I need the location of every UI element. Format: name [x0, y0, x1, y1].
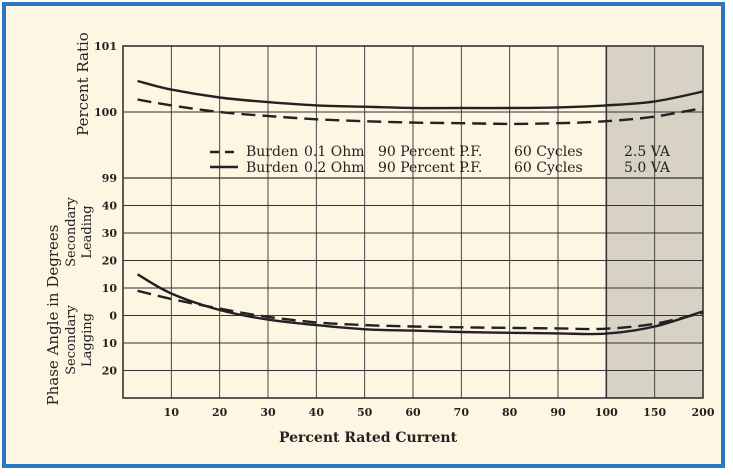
- ratio-y-tick-label: 101: [94, 40, 117, 53]
- x-tick-label: 90: [550, 406, 566, 419]
- phase-y-tick-label: 30: [102, 227, 118, 240]
- secondary-leading-label: SecondaryLeading: [64, 196, 95, 266]
- x-tick-label: 70: [454, 406, 470, 419]
- phase-y-tick-label: 40: [102, 200, 118, 213]
- x-tick-label: 80: [502, 406, 518, 419]
- series-layer: [136, 79, 704, 336]
- x-tick-label: 40: [309, 406, 325, 419]
- x-tick-label: 100: [595, 406, 618, 419]
- ratio-series-dashed-line: [137, 98, 704, 126]
- x-tick-label: 10: [164, 406, 180, 419]
- phase-y-axis-label: Phase Angle in Degrees: [44, 225, 62, 406]
- x-tick-label: 30: [260, 406, 276, 419]
- ratio-y-tick-label: 99: [102, 172, 117, 185]
- x-tick-label: 20: [212, 406, 228, 419]
- grid-layer: [122, 45, 704, 399]
- legend: Burden 0.1 Ohm 90 Percent P.F. 60 Cycles…: [210, 144, 671, 176]
- ratio-y-tick-label: 100: [94, 106, 117, 119]
- phase-y-tick-label: 0: [109, 310, 117, 323]
- secondary-lagging-label: SecondaryLagging: [64, 304, 95, 374]
- phase-y-tick-label: 10: [102, 282, 118, 295]
- x-tick-label: 200: [692, 406, 715, 419]
- ratio-y-axis-label: Percent Ratio: [74, 32, 92, 136]
- phase-series-solid-line: [136, 273, 704, 336]
- phase-y-tick-label: 20: [102, 255, 118, 268]
- x-axis-label: Percent Rated Current: [279, 430, 458, 446]
- phase-y-tick-label: 10: [102, 337, 118, 350]
- x-tick-label: 150: [643, 406, 666, 419]
- legend-entry-2: Burden 0.2 Ohm 90 Percent P.F. 60 Cycles…: [246, 160, 671, 176]
- x-tick-label: 60: [405, 406, 421, 419]
- phase-series-dashed-line: [137, 289, 704, 331]
- ratio-series-solid-line: [137, 79, 704, 110]
- phase-y-tick-label: 20: [102, 365, 118, 378]
- legend-entry-1: Burden 0.1 Ohm 90 Percent P.F. 60 Cycles…: [246, 144, 671, 160]
- x-tick-label: 50: [357, 406, 373, 419]
